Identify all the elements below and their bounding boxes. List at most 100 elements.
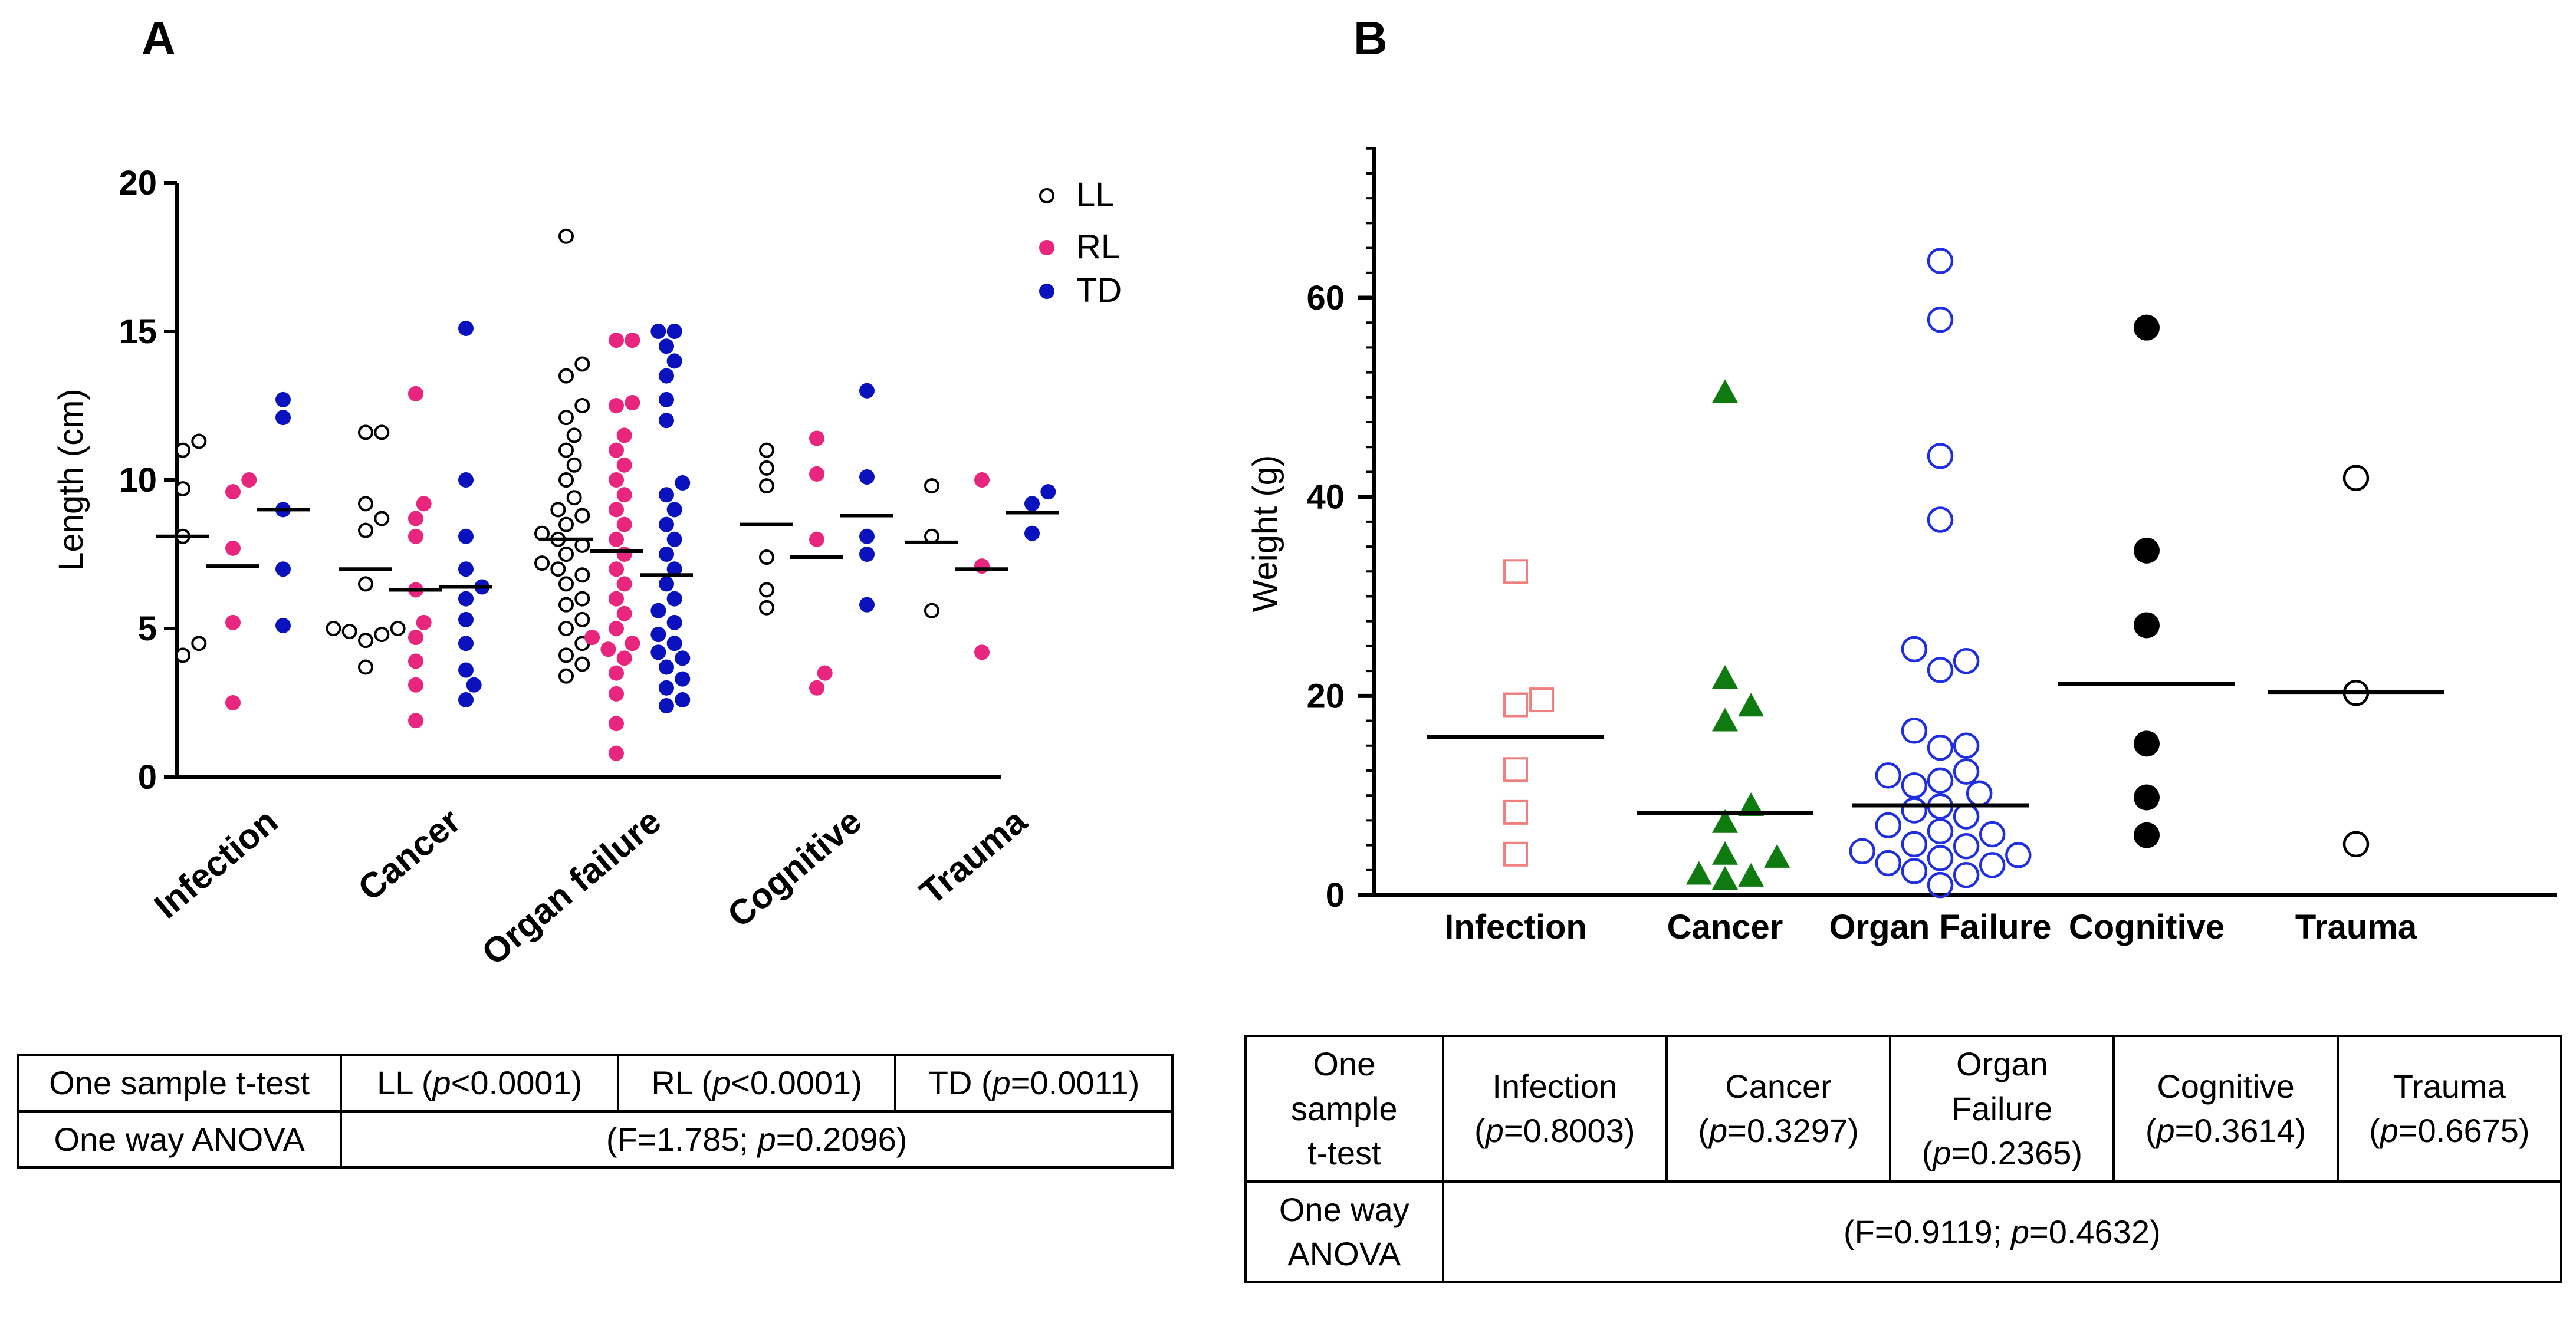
point-organ-failure [2005,842,2032,868]
y-tick-label: 10 [119,461,157,499]
point-organ-failure [1927,506,1954,533]
panel-b: B Weight (g) 0 20 40 60 Infection Cancer Orga… [1246,12,2557,946]
point-rl-infection [225,540,241,556]
panel-b-means [1427,682,2444,816]
point-rl-organ-failure [600,641,616,657]
point-rl-infection [225,695,241,710]
point-rl-organ-failure [584,630,600,646]
point-td-cognitive [859,547,875,562]
point-ll-organ-failure [558,516,574,532]
point-organ-failure [1953,803,1980,830]
point-ll-organ-failure [574,508,590,524]
point-td-organ-failure [650,627,666,643]
x-tick-label-trauma: Trauma [912,801,1034,912]
point-ll-cancer [374,424,390,440]
point-ll-cancer [358,633,373,649]
point-ll-organ-failure [574,591,590,607]
table-row: One sample t-test Infection (p=0.8003) Canc… [1244,1035,2563,1183]
point-organ-failure [1927,818,1954,845]
point-cancer [1712,707,1738,732]
legend-label-rl: RL [1076,228,1120,266]
point-rl-cancer [416,614,432,630]
table-a-rl-cell: RL (p<0.0001) [617,1054,897,1113]
point-ll-organ-failure [566,457,582,473]
table-b-organ-failure-cell: Organ Failure (p=0.2365) [1889,1035,2115,1183]
point-td-cancer [458,692,474,707]
point-rl-organ-failure [609,398,624,413]
point-cancer [1712,865,1738,890]
point-organ-failure [1953,732,1980,759]
panel-a-y-ticks: 0 5 10 15 20 [119,164,177,797]
point-rl-organ-failure [616,576,632,592]
x-tick-label-infection: Infection [147,801,285,926]
point-ll-cognitive [759,460,774,476]
point-ll-cognitive [759,582,774,598]
x-tick-label-trauma: Trauma [2295,908,2417,946]
legend-marker-td [1039,284,1054,299]
point-ll-organ-failure [558,597,574,613]
point-ll-organ-failure [558,410,574,426]
point-rl-organ-failure [616,457,632,473]
point-td-cancer [458,320,474,336]
panel-a-stats-table: One sample t-test LL (p<0.0001) RL (p<0.… [16,1054,1174,1169]
y-tick-label: 40 [1306,478,1345,516]
point-cancer [1685,861,1712,885]
point-ll-cognitive [759,442,774,458]
point-organ-failure [1927,734,1954,761]
table-b-trauma-cell: Trauma (p=0.6675) [2336,1035,2563,1183]
point-ll-cancer [358,576,373,592]
point-organ-failure [1927,248,1954,274]
point-organ-failure [1953,758,1980,785]
table-a-row2-label: One way ANOVA [16,1110,343,1169]
point-cancer [1738,792,1765,817]
point-td-organ-failure [666,324,682,339]
point-td-infection [275,410,291,426]
point-td-cognitive [859,383,875,399]
point-td-organ-failure [659,391,674,407]
panel-a-means [156,508,1059,592]
point-ll-cancer [374,511,390,526]
point-rl-cognitive [809,531,824,547]
point-ll-cancer [374,627,390,643]
point-td-organ-failure [659,338,674,354]
point-ll-infection [175,481,190,497]
point-rl-cancer [408,630,423,646]
point-infection [1529,687,1555,713]
point-rl-organ-failure [625,394,640,410]
point-cancer [1738,693,1765,717]
point-cancer [1712,841,1738,865]
table-row: One sample t-test LL (p<0.0001) RL (p<0.… [16,1054,1174,1113]
point-ll-organ-failure [558,576,574,592]
point-ll-infection [175,647,190,663]
point-ll-cancer [358,424,373,440]
point-rl-organ-failure [609,442,624,458]
table-row: One way ANOVA (F=1.785; p=0.2096) [16,1110,1174,1169]
point-ll-cognitive [759,478,774,494]
panel-a-y-label: Length (cm) [52,389,90,571]
point-ll-cognitive [759,600,774,616]
point-td-organ-failure [659,487,674,503]
panel-a-legend: LL RL TD [1039,176,1122,310]
point-td-cancer [458,662,474,678]
table-a-td-cell: TD (p=0.0011) [894,1054,1174,1113]
point-organ-failure [1901,636,1928,663]
point-cognitive [2134,314,2160,341]
y-tick-label: 60 [1306,279,1345,317]
point-ll-cognitive [759,549,774,565]
point-td-organ-failure [650,644,666,660]
point-trauma [2342,831,2370,858]
point-rl-organ-failure [616,516,632,532]
panel-a-label: A [142,12,176,64]
point-infection [1503,757,1528,782]
point-cognitive [2134,537,2160,564]
point-td-trauma [1024,525,1040,541]
point-td-organ-failure [666,636,682,651]
point-td-organ-failure [659,659,674,675]
panel-b-x-ticks: Infection Cancer Organ Failure Cognitive Tra… [1444,908,2417,946]
point-rl-cancer [408,386,423,401]
point-ll-cancer [358,659,373,675]
y-tick-label: 5 [138,610,157,648]
point-organ-failure [1953,833,1980,860]
point-rl-trauma [974,558,990,574]
point-infection [1503,692,1528,718]
